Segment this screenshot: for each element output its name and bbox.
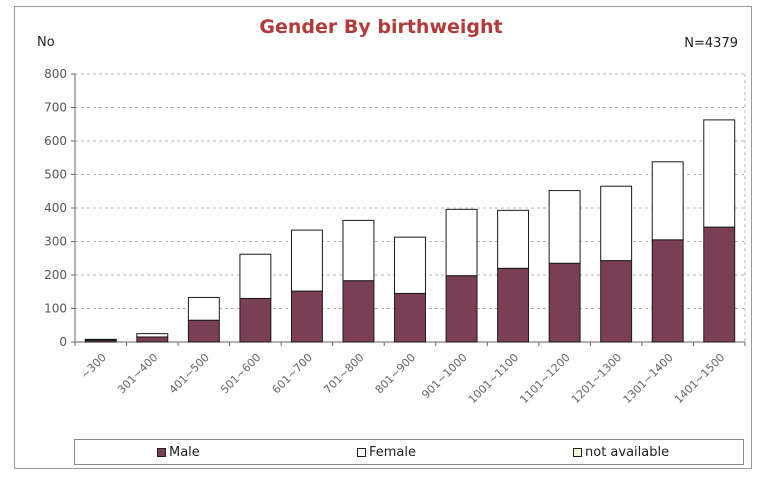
bar-male [394,292,426,343]
bar-male [342,280,375,343]
bar-female [84,338,117,341]
legend-item-female: Female [357,445,416,460]
x-tick-label: 1301~1400 [621,351,676,406]
x-tick-label: 701~800 [321,351,366,396]
chart-title: Gender By birthweight [259,16,503,38]
legend: Male Female not available [74,439,744,465]
bar-male [651,239,684,343]
legend-item-not-available: not available [573,445,669,460]
x-tick-label: 1201~1300 [569,351,624,406]
legend-item-male: Male [157,445,200,460]
x-tick-label: 601~700 [270,351,315,396]
bar-male [548,262,581,343]
sample-size-note: N=4379 [684,36,738,51]
bar-female [342,219,375,282]
x-tick-label: 1401~1500 [672,351,727,406]
bar-female [548,190,581,264]
legend-label-not-available: not available [585,445,670,460]
x-tick-label: 501~600 [218,351,263,396]
y-axis-label: No [37,35,55,50]
bar-male [703,226,736,343]
bar-female [651,161,684,241]
bar-female [703,119,736,228]
bar-female [290,229,323,292]
bar-male [239,297,272,343]
legend-label-male: Male [169,445,200,460]
bar-male [136,336,169,343]
bar-female [600,185,633,262]
bar-male [445,275,478,343]
y-tick-label: 500 [44,168,67,182]
y-tick-label: 400 [44,201,67,215]
x-tick-label: 901~1000 [419,351,469,401]
legend-label-female: Female [369,445,417,460]
legend-swatch-male [157,448,166,457]
y-tick-label: 800 [44,67,67,81]
bar-male [600,260,633,343]
bar-male [290,290,323,343]
bar-male [187,319,220,343]
x-tick-label: 801~900 [373,351,418,396]
y-tick-label: 0 [59,335,67,349]
x-tick-label: 1001~1100 [466,351,521,406]
x-tick-label: ~300 [78,351,109,382]
y-tick-label: 600 [44,134,67,148]
x-tick-label: 301~400 [115,351,160,396]
bar-female [239,253,272,299]
bar-female [497,209,530,269]
y-tick-label: 200 [44,268,67,282]
bar-female [187,296,220,321]
y-tick-label: 700 [44,101,67,115]
y-tick-label: 300 [44,235,67,249]
bar-female [394,236,426,294]
bar-female [445,208,478,277]
x-tick-label: 401~500 [167,351,212,396]
x-tick-label: 1101~1200 [517,351,572,406]
bar-male [497,267,530,343]
legend-swatch-not-available [573,448,582,457]
y-tick-label: 100 [44,302,67,316]
legend-swatch-female [357,448,366,457]
bar-female [136,333,169,338]
